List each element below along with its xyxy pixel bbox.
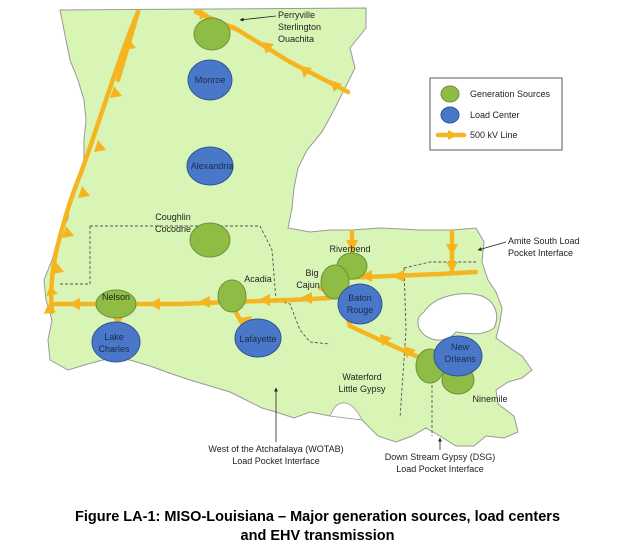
legend-line-label: 500 kV Line (470, 130, 518, 140)
gen-perryville (193, 17, 231, 51)
leader-perryville (239, 15, 277, 22)
leader-amite (477, 241, 507, 251)
caption-line-1: Figure LA-1: MISO-Louisiana – Major gene… (74, 509, 561, 525)
label-nelson: Nelson (102, 292, 130, 302)
load-batonrouge (337, 283, 383, 325)
label-dsg-1: Down Stream Gypsy (DSG) (385, 452, 496, 462)
louisiana-map: Monroe Alexandria Baton Rouge Lake Charl… (43, 7, 580, 474)
label-big: Big (305, 268, 318, 278)
label-cajun: Cajun (296, 280, 320, 290)
line-arrowheads (44, 8, 458, 358)
label-lake: Lake (104, 332, 124, 342)
label-monroe: Monroe (195, 75, 226, 85)
label-perryville: Perryville (278, 10, 315, 20)
label-amite-1: Amite South Load (508, 236, 580, 246)
caption-line-2: and EHV transmission (240, 528, 395, 544)
load-monroe (187, 59, 233, 101)
label-wotab-1: West of the Atchafalaya (WOTAB) (208, 444, 343, 454)
label-sterlington: Sterlington (278, 22, 321, 32)
load-centers (91, 59, 483, 377)
label-waterford: Waterford (342, 372, 381, 382)
label-cocodrie: Cocodrie (155, 224, 191, 234)
label-amite-2: Pocket Interface (508, 248, 573, 258)
figure-caption: Figure LA-1: MISO-Louisiana – Major gene… (0, 508, 635, 546)
lake-pontchartrain (417, 293, 498, 341)
legend-load-label: Load Center (470, 110, 520, 120)
label-rouge: Rouge (347, 305, 374, 315)
label-orleans: Orleans (444, 354, 476, 364)
label-little-gypsy: Little Gypsy (338, 384, 386, 394)
label-lafayette: Lafayette (239, 334, 276, 344)
label-dsg-2: Load Pocket Interface (396, 464, 484, 474)
load-lafayette (234, 318, 282, 358)
label-ouachita: Ouachita (278, 34, 314, 44)
label-new: New (451, 342, 470, 352)
gen-bigcajun (320, 264, 350, 300)
generation-sources (95, 17, 475, 395)
coastal-bay (329, 402, 363, 421)
label-acadia: Acadia (244, 274, 272, 284)
load-lakecharles (91, 321, 141, 363)
legend-line-arrow (448, 130, 458, 140)
label-alexandria: Alexandria (191, 161, 234, 171)
legend-generation-label: Generation Sources (470, 89, 551, 99)
legend: Generation Sources Load Center 500 kV Li… (429, 77, 563, 151)
gen-coughlin (189, 222, 231, 258)
label-coughlin: Coughlin (155, 212, 191, 222)
label-riverbend: Riverbend (329, 244, 370, 254)
louisiana-state-shape (43, 7, 533, 447)
gen-acadia (217, 279, 247, 313)
label-baton: Baton (348, 293, 372, 303)
load-alexandria (186, 146, 234, 186)
legend-load-icon (440, 106, 460, 124)
label-ninemile: Ninemile (472, 394, 507, 404)
load-neworleans (433, 335, 483, 377)
label-wotab-2: Load Pocket Interface (232, 456, 320, 466)
gen-nelson (95, 289, 137, 319)
label-charles: Charles (98, 344, 130, 354)
legend-generation-icon (440, 85, 460, 103)
